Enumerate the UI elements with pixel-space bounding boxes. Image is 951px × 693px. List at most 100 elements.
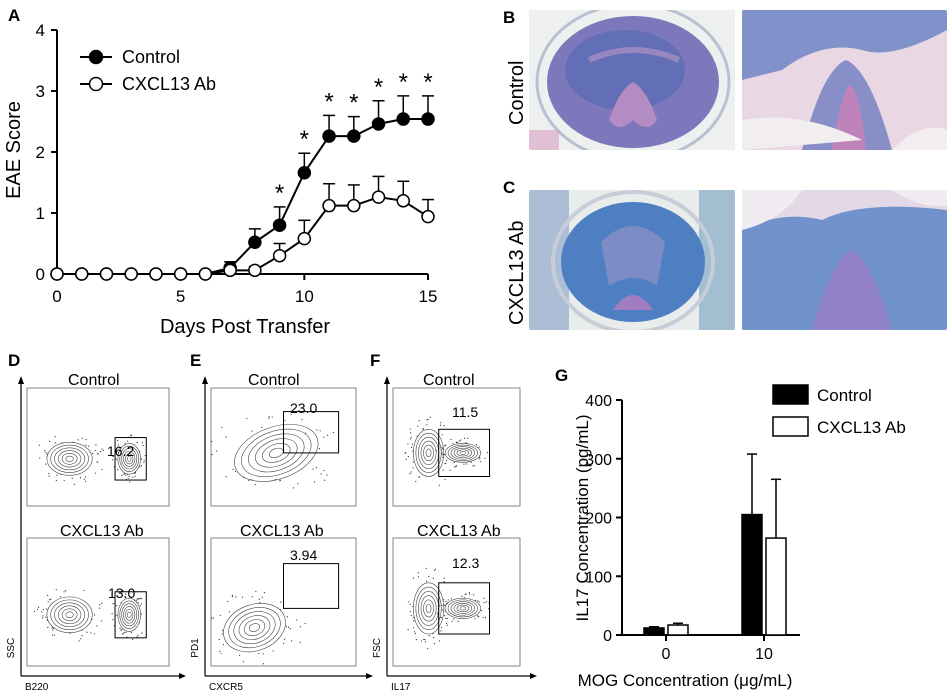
data-point-antibody — [149, 267, 163, 281]
flow-event-dot — [92, 452, 94, 455]
chart-g-x-tick-label: 0 — [662, 646, 671, 663]
flow-event-dot — [139, 605, 141, 607]
flow-event-dot — [479, 458, 481, 460]
flow-event-dot — [129, 434, 132, 436]
flow-event-dot — [440, 626, 443, 628]
flow-e-x-axis-label: CXCR5 — [209, 682, 243, 693]
flow-event-dot — [423, 638, 425, 641]
flow-contour-line — [456, 604, 470, 613]
flow-event-dot — [304, 622, 306, 625]
chart-a-y-tick-label: 0 — [36, 265, 45, 284]
flow-event-dot — [274, 479, 277, 481]
flow-event-dot — [441, 617, 443, 619]
flow-event-dot — [279, 480, 281, 482]
flow-contour-line — [127, 455, 132, 462]
legend-g-control-swatch — [772, 384, 809, 405]
flow-event-dot — [413, 631, 416, 633]
flow-event-dot — [442, 454, 444, 456]
flow-e-y-axis-label: PD1 — [190, 638, 201, 658]
flow-contour-line — [241, 428, 312, 478]
data-point-antibody — [371, 190, 386, 204]
flow-event-dot — [319, 430, 321, 432]
flow-event-dot — [405, 458, 407, 460]
flow-event-dot — [473, 594, 475, 596]
flow-event-dot — [222, 630, 224, 632]
histology-control-magnified — [742, 10, 947, 150]
flow-event-dot — [425, 567, 427, 569]
flow-contour-population — [38, 434, 146, 485]
flow-event-dot — [432, 577, 434, 579]
flow-event-dot — [116, 614, 118, 616]
flow-event-dot — [323, 470, 325, 472]
flow-gate-box — [283, 411, 340, 454]
flow-event-dot — [412, 467, 414, 469]
flow-event-dot — [483, 602, 485, 604]
flow-contour-line — [444, 443, 481, 463]
flow-event-dot — [116, 604, 118, 607]
flow-event-dot — [97, 461, 99, 463]
flow-event-dot — [318, 448, 320, 450]
flow-event-dot — [473, 465, 475, 467]
flow-event-dot — [477, 615, 479, 617]
flow-event-dot — [45, 463, 47, 465]
flow-event-dot — [53, 634, 56, 636]
flow-event-dot — [45, 616, 47, 618]
flow-event-dot — [93, 633, 96, 635]
flow-event-dot — [455, 441, 458, 443]
flow-event-dot — [225, 436, 227, 438]
flow-event-dot — [85, 438, 87, 441]
flow-event-dot — [407, 455, 409, 458]
flow-event-dot — [459, 440, 461, 442]
flow-event-dot — [442, 456, 444, 459]
flow-contour-line — [450, 601, 476, 616]
data-point-antibody — [421, 209, 435, 224]
flow-event-dot — [289, 628, 291, 630]
flow-event-dot — [297, 483, 299, 485]
flow-contour-line — [57, 605, 82, 625]
flow-event-dot — [212, 617, 214, 619]
flow-event-dot — [248, 479, 250, 481]
histology-row-b-label: Control — [506, 60, 528, 125]
data-point-control — [347, 129, 361, 143]
flow-event-dot — [41, 617, 44, 619]
flow-event-dot — [59, 596, 62, 598]
flow-contour-line — [415, 432, 442, 473]
flow-event-dot — [291, 640, 293, 642]
data-point-antibody — [248, 263, 262, 278]
flow-contour-line — [447, 444, 478, 462]
flow-event-dot — [439, 616, 441, 619]
flow-event-dot — [121, 628, 123, 630]
data-point-control — [322, 129, 336, 143]
flow-event-dot — [478, 446, 480, 448]
flow-event-dot — [454, 466, 456, 468]
flow-e-top-title: Control — [248, 372, 300, 389]
flow-event-dot — [81, 629, 83, 631]
flow-event-dot — [439, 424, 442, 426]
flow-event-dot — [479, 461, 482, 463]
flow-event-dot — [453, 461, 455, 464]
data-point-control — [421, 112, 435, 126]
flow-event-dot — [463, 597, 466, 599]
flow-contour-line — [121, 448, 138, 470]
data-point-antibody — [124, 267, 138, 281]
flow-event-dot — [450, 438, 452, 441]
flow-event-dot — [94, 449, 96, 452]
flow-event-dot — [263, 592, 265, 594]
flow-e-top-gate-value: 23.0 — [290, 400, 318, 416]
flow-contour-line — [456, 449, 470, 457]
flow-event-dot — [125, 631, 127, 633]
flow-event-dot — [414, 632, 417, 635]
flow-event-dot — [91, 618, 93, 620]
flow-event-dot — [299, 641, 301, 643]
flow-event-dot — [228, 611, 230, 613]
flow-event-dot — [120, 601, 122, 604]
flow-event-dot — [474, 599, 477, 601]
flow-event-dot — [80, 638, 82, 640]
flow-event-dot — [42, 608, 45, 611]
flow-event-dot — [127, 440, 129, 442]
chart-g-legend: Control CXCL13 Ab — [772, 384, 906, 437]
significance-asterisk: * — [275, 180, 284, 207]
flow-event-dot — [137, 634, 139, 636]
flow-event-dot — [433, 569, 435, 572]
flow-event-dot — [144, 454, 146, 457]
